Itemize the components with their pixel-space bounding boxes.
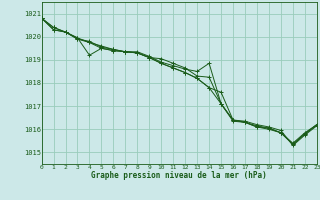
X-axis label: Graphe pression niveau de la mer (hPa): Graphe pression niveau de la mer (hPa) (91, 171, 267, 180)
